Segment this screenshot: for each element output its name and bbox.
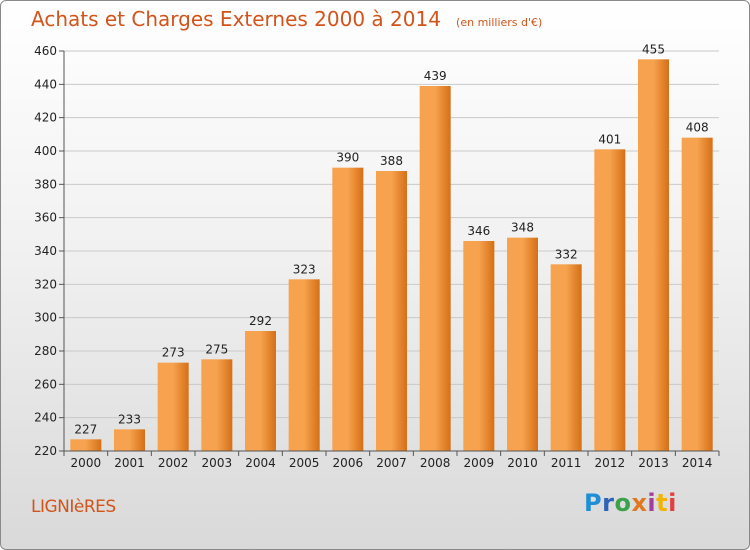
x-tick-label: 2006: [333, 456, 364, 470]
bar: [332, 167, 364, 451]
bar-value-label: 408: [686, 121, 709, 135]
x-tick-label: 2010: [507, 456, 538, 470]
y-tick-label: 420: [34, 111, 57, 125]
bar-value-label: 323: [293, 262, 316, 276]
bar-value-label: 233: [118, 412, 141, 426]
x-tick-label: 2001: [114, 456, 145, 470]
logo-letter: o: [614, 489, 632, 517]
logo-letter: i: [647, 489, 657, 517]
bar-value-label: 292: [249, 314, 272, 328]
logo-letter: x: [631, 489, 648, 517]
x-tick-label: 2011: [551, 456, 582, 470]
bar-value-label: 388: [380, 154, 403, 168]
bar-value-label: 455: [642, 42, 665, 56]
y-tick-label: 300: [34, 311, 57, 325]
bar-value-label: 401: [598, 132, 621, 146]
x-tick-label: 2007: [376, 456, 407, 470]
logo-letter: i: [668, 489, 677, 517]
bar: [550, 264, 582, 451]
logo-letter: r: [602, 489, 615, 517]
x-tick-label: 2014: [682, 456, 713, 470]
bar: [245, 331, 276, 451]
y-tick-label: 320: [34, 277, 57, 291]
axes: [59, 50, 720, 456]
y-tick-label: 260: [34, 377, 57, 391]
bar: [114, 429, 145, 451]
logo-letter: t: [656, 489, 669, 517]
y-tick-label: 220: [34, 444, 57, 458]
bar: [419, 86, 451, 451]
title-unit: (en milliers d'€): [456, 16, 543, 29]
bar: [463, 241, 495, 451]
bar: [157, 362, 189, 451]
bar-value-label: 227: [74, 422, 97, 436]
bar-value-label: 348: [511, 221, 534, 235]
logo-letter: P: [584, 489, 603, 517]
bar: [638, 59, 669, 451]
bar-value-label: 390: [336, 151, 359, 165]
bar: [681, 137, 713, 451]
y-tick-label: 460: [34, 44, 57, 58]
bar: [70, 439, 102, 451]
bar-value-label: 439: [424, 69, 447, 83]
y-tick-label: 340: [34, 244, 57, 258]
bar-value-label: 346: [467, 224, 490, 238]
x-tick-label: 2009: [464, 456, 495, 470]
chart-title: Achats et Charges Externes 2000 à 2014 (…: [31, 7, 542, 31]
y-tick-label: 380: [34, 177, 57, 191]
x-tick-label: 2000: [71, 456, 102, 470]
y-tick-label: 440: [34, 77, 57, 91]
x-tick-label: 2005: [289, 456, 320, 470]
x-tick-label: 2008: [420, 456, 451, 470]
y-tick-label: 360: [34, 211, 57, 225]
y-tick-label: 400: [34, 144, 57, 158]
x-tick-label: 2003: [202, 456, 233, 470]
bar-value-label: 273: [162, 346, 185, 360]
bar: [201, 359, 233, 451]
x-tick-label: 2002: [158, 456, 189, 470]
commune-name: LIGNIèRES: [31, 497, 116, 517]
bar-value-label: 275: [205, 342, 228, 356]
bar: [507, 237, 538, 451]
bars: [70, 59, 713, 452]
x-tick-label: 2012: [595, 456, 626, 470]
bar: [288, 279, 320, 451]
y-tick-label: 240: [34, 411, 57, 425]
labels: 220 240 260 280 300 320 340 360 380 400 420 440 460 2…: [34, 42, 712, 470]
proxiti-logo: Proxiti: [584, 489, 677, 517]
x-tick-label: 2004: [245, 456, 276, 470]
title-main: Achats et Charges Externes 2000 à 2014: [31, 7, 441, 31]
bar-value-label: 332: [555, 247, 578, 261]
bar: [376, 171, 407, 451]
bar: [594, 149, 626, 452]
x-tick-label: 2013: [638, 456, 669, 470]
y-tick-label: 280: [34, 344, 57, 358]
